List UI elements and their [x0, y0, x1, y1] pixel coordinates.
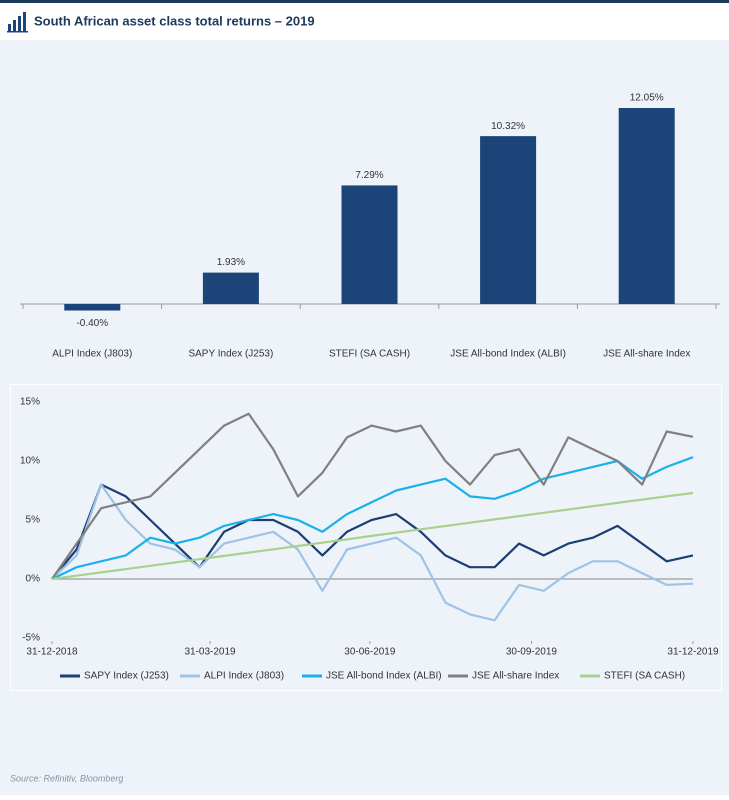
value-label: 12.05% [630, 93, 664, 104]
series-line [51, 483, 694, 622]
bar [341, 185, 398, 304]
legend-label: SAPY Index (J253) [84, 671, 169, 682]
x-tick-label: 30-09-2019 [506, 647, 558, 658]
series-line [51, 491, 694, 581]
x-tick-label: 31-12-2019 [667, 647, 719, 658]
y-tick-label: -5% [22, 633, 40, 644]
value-label: 10.32% [491, 121, 525, 132]
y-tick-label: 10% [20, 456, 40, 467]
legend-label: STEFI (SA CASH) [604, 671, 685, 682]
page-title: South African asset class total returns … [34, 13, 315, 28]
x-tick-label: JSE All-bond Index (ALBI) [450, 349, 566, 360]
legend-label: JSE All-share Index [472, 671, 559, 682]
y-tick-label: 5% [26, 515, 41, 526]
bar [480, 136, 537, 304]
x-tick-label: 31-12-2018 [26, 647, 78, 658]
panel [0, 40, 729, 795]
series-line [51, 412, 694, 580]
bar [618, 108, 675, 304]
bar [64, 304, 121, 311]
y-tick-label: 15% [20, 397, 40, 408]
y-tick-label: 0% [26, 574, 41, 585]
series-line [51, 483, 694, 580]
title-icon [7, 12, 28, 33]
x-tick-label: 31-03-2019 [184, 647, 236, 658]
x-tick-label: ALPI Index (J803) [52, 349, 132, 360]
line-chart-frame [10, 384, 722, 691]
legend-label: ALPI Index (J803) [204, 671, 284, 682]
legend-label: JSE All-bond Index (ALBI) [326, 671, 442, 682]
bar [202, 272, 259, 304]
x-tick-label: STEFI (SA CASH) [329, 349, 410, 360]
value-label: 7.29% [355, 170, 383, 181]
x-tick-label: 30-06-2019 [344, 647, 396, 658]
top-rule [0, 0, 729, 3]
x-tick-label: SAPY Index (J253) [188, 349, 273, 360]
series-line [51, 456, 694, 580]
source: Source: Refinitiv, Bloomberg [10, 773, 123, 783]
value-label: 1.93% [217, 257, 245, 268]
x-tick-label: JSE All-share Index [603, 349, 690, 360]
value-label: -0.40% [76, 318, 108, 329]
